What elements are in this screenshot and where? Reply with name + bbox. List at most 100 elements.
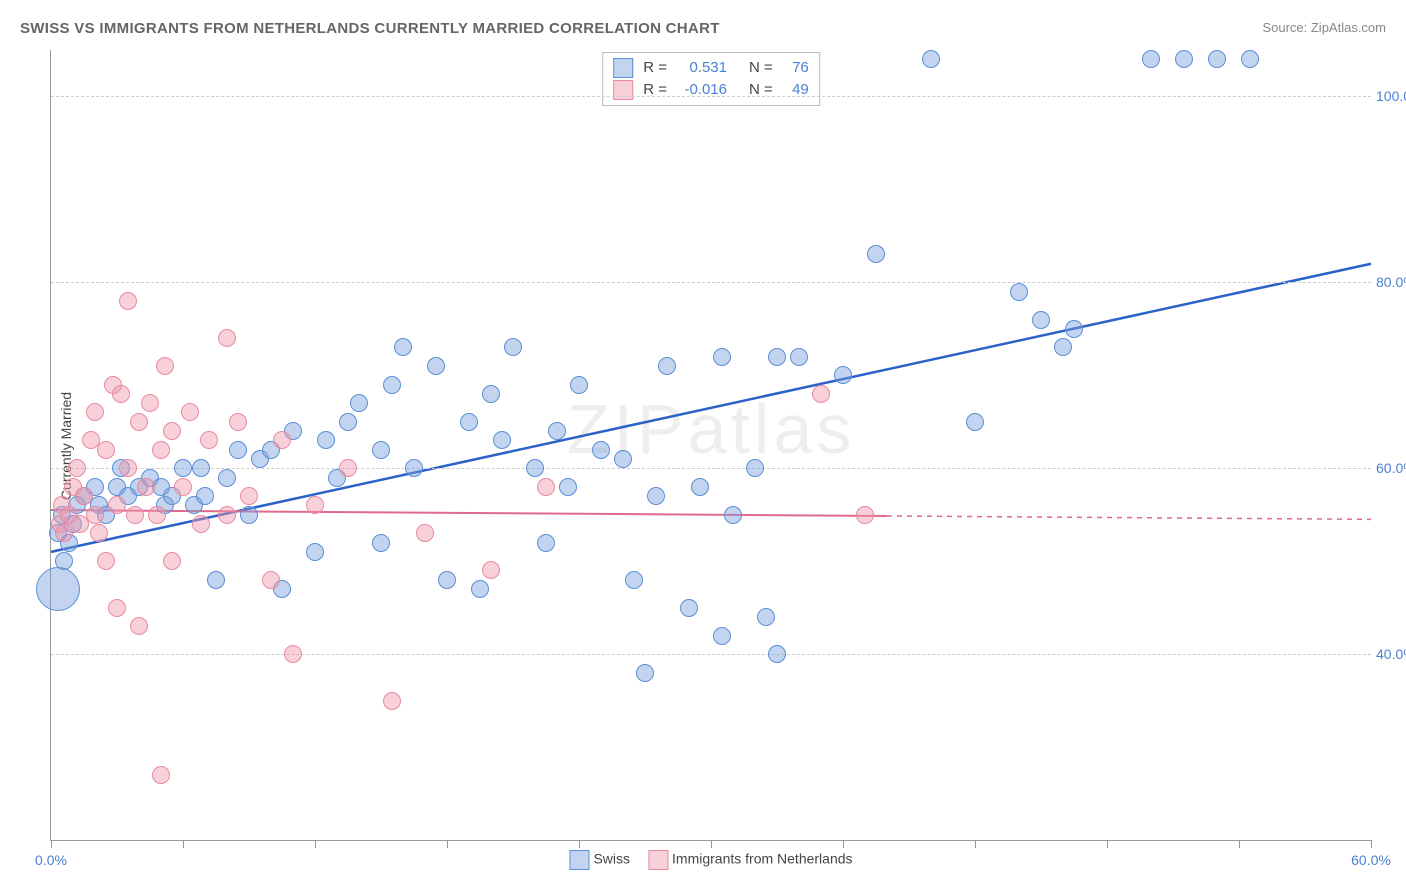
scatter-point <box>625 571 643 589</box>
scatter-point <box>482 561 500 579</box>
scatter-point <box>130 413 148 431</box>
legend-item: Immigrants from Netherlands <box>648 850 853 870</box>
scatter-point <box>383 376 401 394</box>
scatter-point <box>537 534 555 552</box>
scatter-point <box>156 357 174 375</box>
scatter-point <box>394 338 412 356</box>
scatter-point <box>196 487 214 505</box>
scatter-point <box>119 459 137 477</box>
scatter-point <box>768 645 786 663</box>
scatter-point <box>240 506 258 524</box>
x-tick <box>183 840 184 848</box>
scatter-point <box>460 413 478 431</box>
legend-label: Swiss <box>593 851 630 867</box>
scatter-point <box>181 403 199 421</box>
scatter-point <box>207 571 225 589</box>
scatter-point <box>768 348 786 366</box>
scatter-point <box>55 552 73 570</box>
scatter-point <box>372 441 390 459</box>
scatter-point <box>526 459 544 477</box>
scatter-point <box>148 506 166 524</box>
r-label: R = <box>643 57 667 79</box>
scatter-point <box>306 496 324 514</box>
x-tick <box>1107 840 1108 848</box>
scatter-point <box>68 459 86 477</box>
scatter-point <box>570 376 588 394</box>
scatter-point <box>218 469 236 487</box>
scatter-point <box>537 478 555 496</box>
n-value: 76 <box>783 57 809 79</box>
scatter-point <box>163 422 181 440</box>
scatter-point <box>482 385 500 403</box>
x-tick <box>843 840 844 848</box>
scatter-point <box>592 441 610 459</box>
scatter-point <box>471 580 489 598</box>
legend-label: Immigrants from Netherlands <box>672 851 853 867</box>
r-value: -0.016 <box>677 79 727 101</box>
scatter-point <box>614 450 632 468</box>
x-tick <box>1371 840 1372 848</box>
scatter-point <box>36 567 80 611</box>
x-tick-label: 0.0% <box>35 852 67 868</box>
scatter-point <box>192 515 210 533</box>
gridline-horizontal <box>51 654 1371 655</box>
scatter-point <box>680 599 698 617</box>
r-label: R = <box>643 79 667 101</box>
scatter-point <box>658 357 676 375</box>
scatter-point <box>97 441 115 459</box>
scatter-point <box>112 385 130 403</box>
legend-item: Swiss <box>569 850 630 870</box>
scatter-point <box>559 478 577 496</box>
scatter-point <box>1175 50 1193 68</box>
regression-line <box>51 510 887 516</box>
scatter-point <box>493 431 511 449</box>
scatter-point <box>1241 50 1259 68</box>
scatter-plot-area: ZIPatlas R = 0.531N = 76R = -0.016N = 49… <box>50 50 1371 841</box>
scatter-point <box>218 329 236 347</box>
scatter-point <box>713 627 731 645</box>
r-value: 0.531 <box>677 57 727 79</box>
series-legend: Swiss Immigrants from Netherlands <box>569 850 852 870</box>
scatter-point <box>383 692 401 710</box>
x-tick <box>579 840 580 848</box>
scatter-point <box>306 543 324 561</box>
x-tick <box>975 840 976 848</box>
n-label: N = <box>749 79 773 101</box>
scatter-point <box>262 571 280 589</box>
scatter-point <box>1010 283 1028 301</box>
gridline-horizontal <box>51 282 1371 283</box>
scatter-point <box>812 385 830 403</box>
scatter-point <box>647 487 665 505</box>
scatter-point <box>1142 50 1160 68</box>
scatter-point <box>790 348 808 366</box>
scatter-point <box>757 608 775 626</box>
scatter-point <box>192 459 210 477</box>
scatter-point <box>97 552 115 570</box>
y-tick-label: 60.0% <box>1376 460 1406 476</box>
scatter-point <box>746 459 764 477</box>
source-name: ZipAtlas.com <box>1311 20 1386 35</box>
scatter-point <box>1054 338 1072 356</box>
scatter-point <box>137 478 155 496</box>
scatter-point <box>86 403 104 421</box>
y-tick-label: 40.0% <box>1376 646 1406 662</box>
scatter-point <box>416 524 434 542</box>
scatter-point <box>152 441 170 459</box>
scatter-point <box>141 394 159 412</box>
x-tick <box>315 840 316 848</box>
scatter-point <box>108 599 126 617</box>
scatter-point <box>339 413 357 431</box>
scatter-point <box>229 413 247 431</box>
x-tick <box>447 840 448 848</box>
scatter-point <box>922 50 940 68</box>
scatter-point <box>636 664 654 682</box>
scatter-point <box>126 506 144 524</box>
scatter-point <box>163 552 181 570</box>
scatter-point <box>372 534 390 552</box>
scatter-point <box>834 366 852 384</box>
legend-swatch <box>613 58 633 78</box>
scatter-point <box>405 459 423 477</box>
scatter-point <box>691 478 709 496</box>
y-tick-label: 80.0% <box>1376 274 1406 290</box>
x-tick <box>1239 840 1240 848</box>
